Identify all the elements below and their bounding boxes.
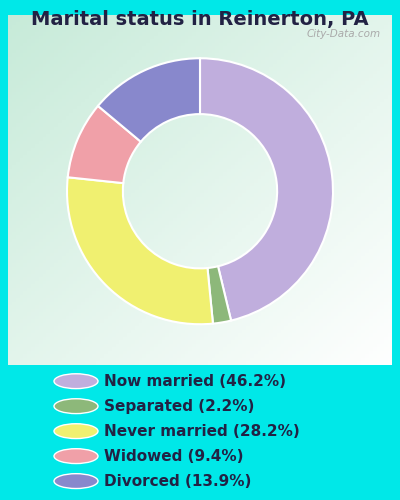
Text: City-Data.com: City-Data.com (306, 29, 380, 39)
Wedge shape (98, 58, 200, 142)
Text: Widowed (9.4%): Widowed (9.4%) (104, 448, 244, 464)
Circle shape (54, 448, 98, 464)
Wedge shape (208, 266, 231, 324)
Text: Never married (28.2%): Never married (28.2%) (104, 424, 300, 438)
Text: Marital status in Reinerton, PA: Marital status in Reinerton, PA (31, 10, 369, 29)
Wedge shape (67, 178, 213, 324)
Circle shape (54, 424, 98, 438)
Text: Divorced (13.9%): Divorced (13.9%) (104, 474, 251, 488)
Text: Separated (2.2%): Separated (2.2%) (104, 398, 254, 413)
Circle shape (54, 374, 98, 388)
Wedge shape (68, 106, 141, 183)
Wedge shape (200, 58, 333, 320)
Circle shape (54, 474, 98, 488)
Text: Now married (46.2%): Now married (46.2%) (104, 374, 286, 388)
Circle shape (54, 399, 98, 413)
